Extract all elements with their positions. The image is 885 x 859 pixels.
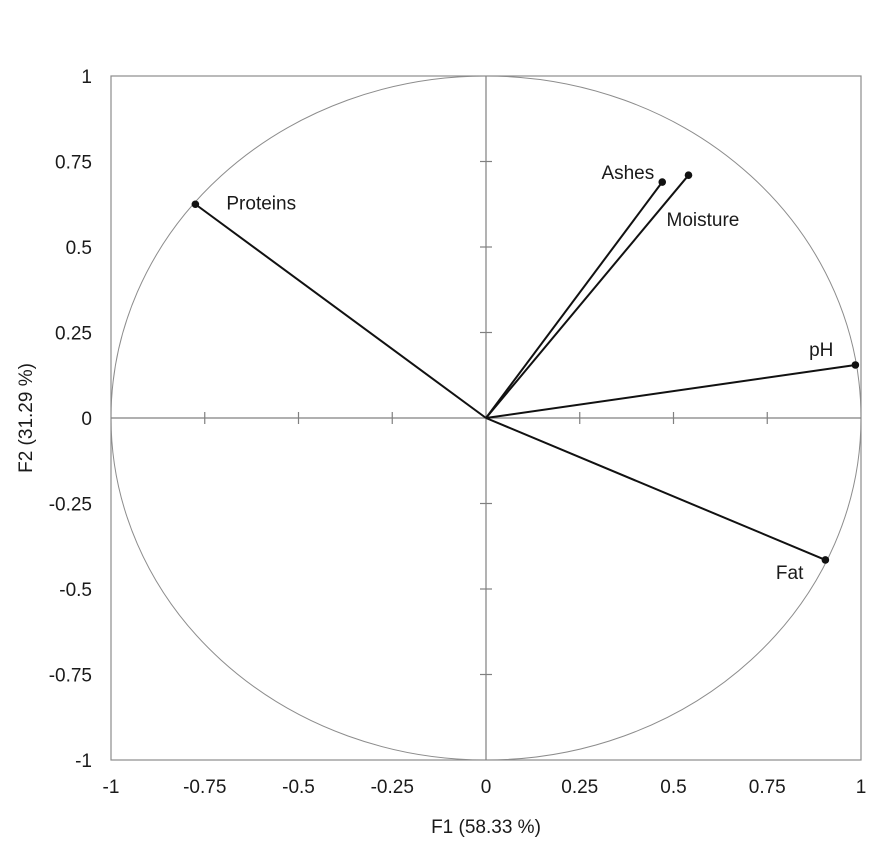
x-tick-label: 0.25 xyxy=(561,777,598,798)
y-tick-label: 0.75 xyxy=(55,153,92,174)
point-ashes xyxy=(658,178,667,186)
label-moisture: Moisture xyxy=(667,210,740,231)
x-tick-label: 0.75 xyxy=(749,777,786,798)
x-tick-label: -0.5 xyxy=(282,777,315,798)
label-fat: Fat xyxy=(776,563,804,584)
y-tick-marks xyxy=(480,160,492,676)
point-fat xyxy=(821,556,830,564)
y-tick-label: 0.25 xyxy=(55,324,92,345)
vector-moisture xyxy=(485,174,690,419)
x-tick-label: 0 xyxy=(481,777,492,798)
label-ashes: Ashes xyxy=(601,163,654,184)
x-tick-marks xyxy=(204,412,768,424)
x-tick-label: -0.75 xyxy=(183,777,226,798)
variable-labels: Proteins Ashes Moisture pH Fat xyxy=(226,163,833,584)
y-tick-label: 0 xyxy=(81,409,92,430)
vector-ashes xyxy=(485,181,664,419)
point-ph xyxy=(851,361,860,369)
vector-proteins xyxy=(194,203,487,419)
x-tick-label: 1 xyxy=(856,777,867,798)
x-tick-label: -1 xyxy=(103,777,120,798)
y-tick-label: 0.5 xyxy=(66,238,92,259)
variable-vectors xyxy=(191,171,860,564)
vector-fat xyxy=(485,417,826,561)
y-tick-label: -0.5 xyxy=(59,580,92,601)
y-tick-label: 1 xyxy=(81,67,92,88)
y-axis-title: F2 (31.29 %) xyxy=(16,363,37,473)
x-tick-label: -0.25 xyxy=(371,777,414,798)
point-proteins xyxy=(191,200,200,209)
y-tick-label: -0.75 xyxy=(49,666,92,687)
point-moisture xyxy=(684,171,693,179)
x-tick-labels: -1 -0.75 -0.5 -0.25 0 0.25 0.5 0.75 1 xyxy=(103,777,867,798)
label-ph: pH xyxy=(809,340,833,361)
x-tick-label: 0.5 xyxy=(660,777,686,798)
y-tick-labels: -1 -0.75 -0.5 -0.25 0 0.25 0.5 0.75 1 xyxy=(49,67,92,772)
y-tick-label: -0.25 xyxy=(49,495,92,516)
vector-ph xyxy=(485,364,856,419)
label-proteins: Proteins xyxy=(226,193,296,214)
y-tick-label: -1 xyxy=(75,751,92,772)
x-axis-title: F1 (58.33 %) xyxy=(431,817,541,838)
